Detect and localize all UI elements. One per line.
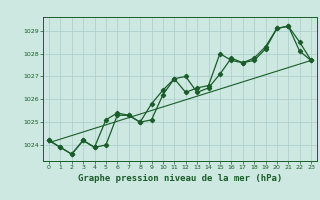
X-axis label: Graphe pression niveau de la mer (hPa): Graphe pression niveau de la mer (hPa) (78, 174, 282, 183)
